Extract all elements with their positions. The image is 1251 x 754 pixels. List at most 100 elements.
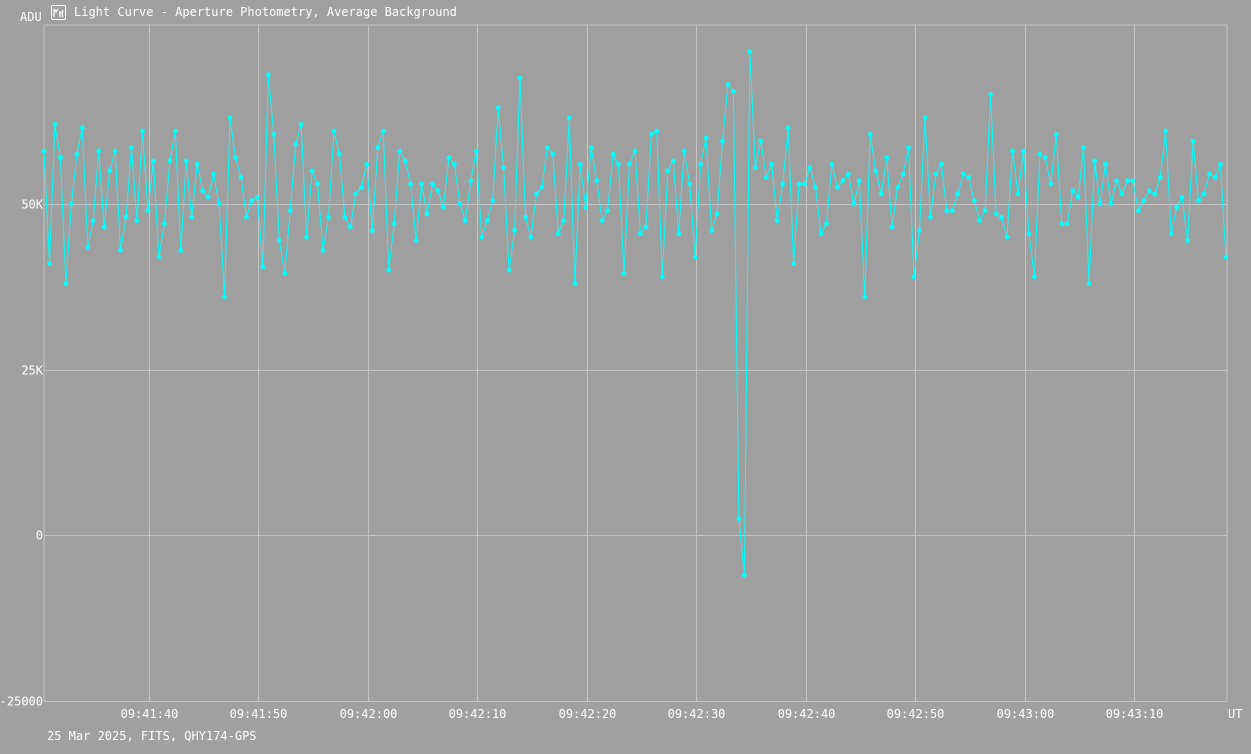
data-point <box>736 516 742 522</box>
data-point <box>123 214 129 220</box>
data-point <box>632 148 638 154</box>
data-point <box>867 132 873 137</box>
data-point <box>156 254 162 260</box>
data-point <box>446 155 452 160</box>
data-point <box>534 191 539 197</box>
data-point <box>1075 194 1081 200</box>
y-tick-label: 25K <box>21 364 43 378</box>
series-line <box>43 51 1227 576</box>
data-point <box>52 122 58 127</box>
data-point <box>238 175 244 180</box>
data-point <box>917 228 922 233</box>
data-point <box>796 181 802 187</box>
data-point <box>129 145 134 151</box>
data-point <box>993 211 999 217</box>
data-point <box>140 128 145 134</box>
data-point <box>222 294 228 300</box>
data-point <box>255 194 260 200</box>
data-point <box>194 161 200 167</box>
data-point <box>1114 178 1119 184</box>
data-point <box>588 145 594 151</box>
data-point <box>813 185 818 190</box>
data-point <box>665 168 671 174</box>
data-point <box>862 294 868 300</box>
data-point <box>271 132 277 137</box>
data-point <box>364 161 370 167</box>
data-point <box>1015 191 1021 197</box>
data-point <box>944 208 950 214</box>
data-point <box>846 171 851 177</box>
data-point <box>402 158 408 164</box>
data-point <box>249 198 255 204</box>
x-tick-label: 09:42:20 <box>559 707 617 721</box>
data-point <box>692 254 698 260</box>
data-point <box>408 181 413 187</box>
data-point <box>555 231 561 237</box>
y-tick-label: -25000 <box>0 695 43 709</box>
data-point <box>441 204 446 210</box>
data-point <box>369 228 375 233</box>
data-point <box>172 128 178 134</box>
data-point <box>90 218 96 223</box>
data-point <box>960 171 966 177</box>
data-point <box>183 158 189 164</box>
data-point <box>189 214 195 220</box>
data-point <box>96 148 102 154</box>
data-point <box>561 218 567 223</box>
data-point <box>884 155 890 160</box>
axis-labels: ADU UT 50K 25K 0 -25000 09:41:40 09:41:50 09:4… <box>0 10 1242 721</box>
data-point <box>484 218 490 223</box>
data-point <box>955 191 961 197</box>
data-point <box>315 181 320 187</box>
data-point <box>151 158 156 164</box>
data-point <box>605 208 610 214</box>
data-point <box>851 201 857 207</box>
data-point <box>391 221 397 227</box>
y-tick-label: 0 <box>36 529 43 543</box>
data-point <box>566 115 572 121</box>
data-point <box>714 211 720 217</box>
data-point <box>512 228 517 233</box>
data-point <box>1037 151 1043 157</box>
data-point <box>506 267 512 273</box>
data-point <box>982 208 988 214</box>
data-point <box>1174 204 1180 210</box>
data-point <box>742 572 747 578</box>
data-point <box>687 181 693 187</box>
data-point <box>1207 171 1212 177</box>
data-point <box>1032 274 1037 280</box>
data-point <box>353 191 359 197</box>
data-point <box>473 148 479 154</box>
data-point <box>413 238 419 243</box>
data-point <box>638 231 643 237</box>
data-point <box>517 75 523 81</box>
data-point <box>1004 234 1010 240</box>
data-point <box>1136 208 1141 214</box>
data-point <box>654 128 660 134</box>
data-point <box>200 188 206 194</box>
light-curve-app-icon[interactable] <box>51 4 66 20</box>
data-point <box>720 138 725 144</box>
window-title-bar: Light Curve - Aperture Photometry, Avera… <box>51 3 457 21</box>
y-axis-label: ADU <box>20 10 42 24</box>
data-point <box>1042 155 1048 160</box>
x-tick-label: 09:42:40 <box>778 707 836 721</box>
data-point <box>1026 231 1032 237</box>
data-point <box>342 214 348 220</box>
data-point <box>1168 231 1174 237</box>
data-point <box>326 214 331 220</box>
data-point <box>419 181 424 187</box>
data-point <box>320 247 326 253</box>
data-point <box>545 145 550 151</box>
data-point <box>856 178 862 184</box>
data-point <box>298 122 304 127</box>
data-point <box>101 224 107 230</box>
data-point <box>616 161 621 167</box>
grid-lines <box>43 24 1228 702</box>
data-point <box>337 151 342 157</box>
data-point <box>835 185 840 190</box>
data-point <box>178 247 184 253</box>
data-point <box>725 82 731 87</box>
data-point <box>227 115 233 121</box>
data-point <box>840 178 846 184</box>
